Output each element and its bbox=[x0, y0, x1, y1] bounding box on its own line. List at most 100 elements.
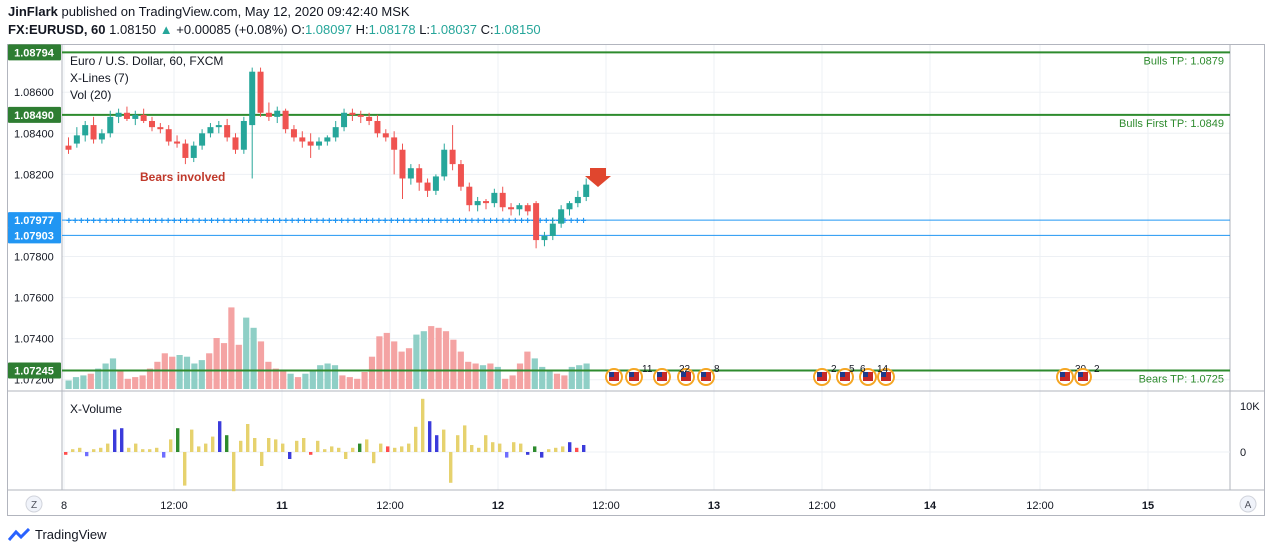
price-badge-label: 1.08490 bbox=[14, 110, 54, 122]
candle-body bbox=[499, 192, 506, 208]
auto-scale-label[interactable]: A bbox=[1245, 500, 1252, 511]
xvolume-bar bbox=[92, 449, 96, 452]
volume-bar bbox=[191, 363, 198, 389]
volume-bar bbox=[139, 375, 146, 389]
xvolume-bar bbox=[148, 449, 152, 452]
xvolume-bar bbox=[302, 438, 306, 452]
dotted-level-mark: + bbox=[72, 216, 78, 227]
xvolume-bar bbox=[470, 445, 474, 452]
price-axis-label: 1.07800 bbox=[14, 252, 54, 264]
us-flag-canton bbox=[609, 372, 614, 377]
bears-annotation: Bears involved bbox=[140, 170, 225, 184]
price-badge bbox=[8, 106, 61, 123]
time-axis-label: 13 bbox=[708, 500, 720, 512]
volume-bar bbox=[198, 360, 205, 389]
xvolume-bar bbox=[106, 443, 110, 452]
candle-body bbox=[583, 184, 590, 197]
volume-bar bbox=[413, 334, 420, 389]
candle-body bbox=[207, 127, 214, 134]
candle-body bbox=[149, 120, 155, 128]
indicator-label: Vol (20) bbox=[70, 88, 111, 102]
xvolume-bar bbox=[421, 398, 425, 452]
candle-body bbox=[407, 168, 414, 179]
dotted-level-mark: + bbox=[401, 216, 407, 227]
event-count-label: 2 bbox=[831, 364, 837, 375]
xvolume-bar bbox=[449, 452, 453, 483]
dotted-level-mark: + bbox=[543, 216, 549, 227]
volume-bar bbox=[494, 366, 501, 389]
us-flag-canton bbox=[1060, 372, 1065, 377]
xvolume-bar bbox=[330, 446, 334, 452]
xvolume-bar bbox=[85, 452, 89, 457]
tradingview-logo[interactable]: TradingView bbox=[8, 527, 107, 542]
candle-body bbox=[115, 112, 122, 117]
xvolume-bar bbox=[134, 443, 138, 452]
dotted-level-mark: + bbox=[283, 216, 289, 227]
xvolume-bar bbox=[295, 440, 299, 452]
xvolume-bar bbox=[197, 446, 201, 452]
dotted-level-mark: + bbox=[159, 216, 165, 227]
candle-body bbox=[190, 145, 197, 158]
close-label: C: bbox=[480, 22, 494, 37]
candle-body bbox=[483, 201, 489, 204]
price-level-label: Bulls First TP: 1.0849 bbox=[1119, 118, 1224, 130]
candle-body bbox=[349, 112, 356, 115]
price-badge-label: 1.08794 bbox=[14, 47, 55, 59]
candle-body bbox=[566, 203, 573, 210]
xvolume-bar bbox=[526, 452, 530, 455]
candle-body bbox=[249, 71, 256, 126]
candle-body bbox=[366, 116, 373, 121]
volume-bar bbox=[479, 365, 487, 389]
dotted-level-mark: + bbox=[450, 216, 456, 227]
candle-body bbox=[224, 125, 231, 138]
volume-bar bbox=[272, 368, 279, 389]
volume-bar bbox=[154, 361, 161, 389]
xvolume-bar bbox=[99, 447, 103, 452]
author-name[interactable]: JinFlark bbox=[8, 4, 58, 19]
candle-body bbox=[382, 133, 389, 138]
dotted-level-mark: + bbox=[426, 216, 432, 227]
volume-bar bbox=[583, 363, 590, 389]
dotted-level-mark: + bbox=[289, 216, 295, 227]
xvolume-bar bbox=[519, 443, 523, 452]
price-change: +0.00085 (+0.08%) bbox=[176, 22, 288, 37]
dotted-level-mark: + bbox=[202, 216, 208, 227]
dotted-level-mark: + bbox=[519, 216, 525, 227]
symbol-info: FX:EURUSD, 60 1.08150 ▲ +0.00085 (+0.08%… bbox=[8, 22, 541, 37]
dotted-level-mark: + bbox=[196, 216, 202, 227]
volume-bar bbox=[280, 370, 287, 389]
xvolume-bar bbox=[456, 435, 460, 452]
volume-bar bbox=[324, 363, 331, 389]
zoom-button-label[interactable]: Z bbox=[31, 500, 37, 511]
volume-bar bbox=[235, 344, 242, 389]
xvolume-bar bbox=[176, 428, 180, 452]
price-badge bbox=[8, 227, 61, 244]
volume-bar bbox=[117, 370, 124, 389]
xvolume-bar bbox=[120, 428, 124, 452]
us-flag-canton bbox=[701, 372, 706, 377]
publish-info: JinFlark published on TradingView.com, M… bbox=[8, 4, 410, 19]
dotted-level-mark: + bbox=[506, 216, 512, 227]
xvolume-bar bbox=[533, 446, 537, 452]
xvolume-bar bbox=[323, 449, 327, 452]
time-axis-label: 15 bbox=[1142, 500, 1154, 512]
volume-bar bbox=[391, 341, 398, 389]
dotted-level-mark: + bbox=[97, 216, 103, 227]
dotted-level-mark: + bbox=[165, 216, 171, 227]
xvolume-bar bbox=[274, 439, 278, 452]
xvolume-bar bbox=[414, 426, 418, 452]
candle-body bbox=[457, 164, 464, 187]
event-count-label: 2 bbox=[1094, 364, 1100, 375]
volume-bar bbox=[176, 355, 183, 389]
dotted-level-mark: + bbox=[407, 216, 413, 227]
event-count-label: 6 bbox=[860, 364, 866, 375]
xvolume-bar bbox=[505, 452, 509, 458]
time-axis-label: 14 bbox=[924, 500, 937, 512]
xvolume-bar bbox=[344, 452, 348, 459]
time-axis-label: 12:00 bbox=[1026, 500, 1054, 512]
price-axis-label: 1.07600 bbox=[14, 293, 54, 305]
xvolume-bar bbox=[183, 452, 187, 486]
dotted-level-mark: + bbox=[215, 216, 221, 227]
volume-bar bbox=[361, 372, 368, 389]
